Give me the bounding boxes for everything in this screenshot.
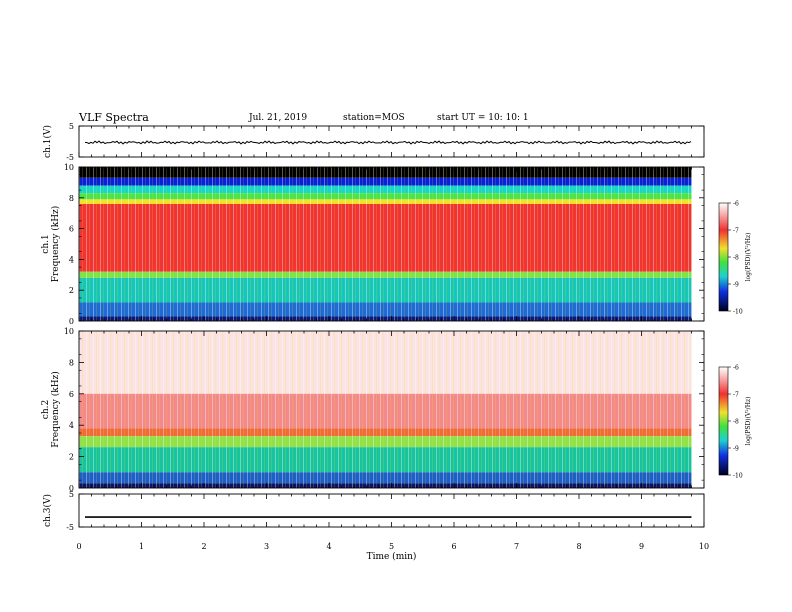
y-tick-label: 6 — [69, 390, 74, 399]
y-tick-label: 4 — [69, 421, 74, 430]
x-tick-label: 4 — [326, 542, 331, 551]
y-axis-label: ch.1(V) — [42, 125, 53, 158]
y-tick-label: 4 — [69, 255, 74, 264]
x-tick-label: 0 — [76, 542, 81, 551]
colorbar-tick-label: -8 — [733, 419, 739, 426]
colorbar-tick-label: -10 — [733, 473, 743, 480]
y-tick-label: -5 — [66, 523, 74, 532]
colorbar — [718, 202, 729, 312]
colorbar-label: log(PSD)(V²/Hz) — [745, 233, 752, 282]
y-tick-label: -5 — [66, 153, 74, 162]
y-tick-label: 2 — [69, 286, 74, 295]
ch2-spectrogram-panel: -6 -7 -8 -9 -10 log(PSD)(V²/Hz) ch.2 Frequency … — [41, 327, 752, 493]
y-tick-label: 10 — [64, 327, 74, 336]
colorbar-tick-label: -6 — [733, 201, 739, 208]
panel-frame — [78, 493, 705, 528]
y-axis-label: ch.1 — [41, 234, 51, 253]
y-axis-label: Frequency (kHz) — [50, 206, 61, 283]
colorbar-tick-label: -9 — [733, 282, 739, 289]
x-tick-label: 1 — [139, 542, 144, 551]
y-axis-label: ch.2 — [41, 400, 51, 419]
ch1-waveform-panel: ch.1(V) 5 -5 — [42, 122, 705, 162]
colorbar-tick-label: -7 — [733, 228, 739, 235]
x-tick-label: 6 — [451, 542, 456, 551]
y-tick-label: 10 — [64, 163, 74, 172]
figure-title: VLF Spectra — [79, 111, 149, 124]
y-axis-label: Frequency (kHz) — [50, 371, 61, 448]
y-tick-label: 8 — [69, 358, 74, 367]
x-tick-label: 10 — [699, 542, 709, 551]
colorbar-label: log(PSD)(V²/Hz) — [745, 397, 752, 446]
y-tick-label: 0 — [69, 317, 74, 326]
panel-frame — [78, 166, 705, 322]
colorbar — [718, 366, 729, 476]
x-tick-label: 5 — [389, 542, 394, 551]
ch3-waveform-panel: ch.3(V) 5 -5 — [42, 490, 705, 532]
colorbar-tick-label: -6 — [733, 365, 739, 372]
y-tick-label: 8 — [69, 194, 74, 203]
y-axis-label: ch.3(V) — [42, 494, 53, 527]
x-tick-label: 7 — [514, 542, 519, 551]
colorbar-tick-label: -10 — [733, 309, 743, 316]
y-tick-label: 5 — [69, 122, 74, 131]
y-tick-label: 2 — [69, 453, 74, 462]
y-tick-label: 6 — [69, 225, 74, 234]
spectrum-texture — [79, 331, 692, 488]
start-time-label: start UT = 10: 10: 1 — [437, 113, 529, 123]
panel-frame — [78, 125, 705, 158]
x-tick-label: 3 — [264, 542, 269, 551]
x-tick-label: 9 — [639, 542, 644, 551]
spectrum-texture — [79, 167, 692, 321]
x-tick-label: 8 — [576, 542, 581, 551]
colorbar-tick-label: -7 — [733, 392, 739, 399]
x-axis-label: Time (min) — [367, 551, 417, 562]
y-tick-label: 5 — [69, 490, 74, 499]
panel-frame — [78, 330, 705, 489]
y-tick-label: 0 — [69, 484, 74, 493]
colorbar-tick-label: -8 — [733, 255, 739, 262]
station-label: station=MOS — [343, 113, 405, 123]
waveform-line — [84, 140, 692, 145]
x-tick-label: 2 — [201, 542, 206, 551]
colorbar-tick-label: -9 — [733, 446, 739, 453]
date-label: Jul. 21, 2019 — [249, 113, 308, 123]
ch1-spectrogram-panel: -6 -7 -8 -9 -10 log(PSD)(V²/Hz) ch.1 Frequency … — [41, 163, 752, 326]
